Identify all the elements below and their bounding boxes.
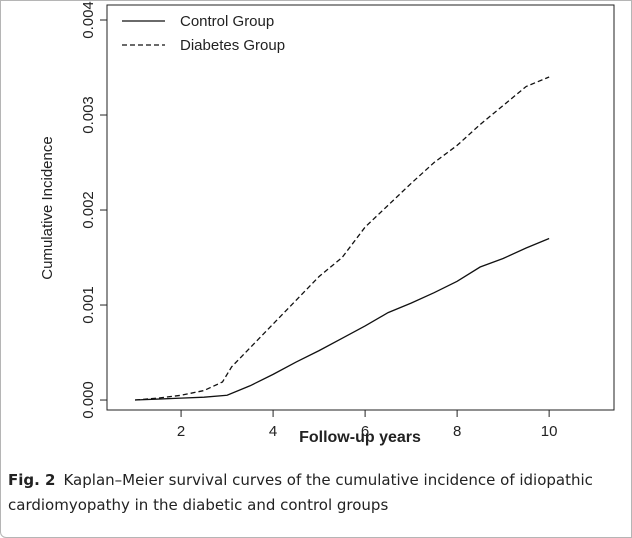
- x-tick-label: 8: [453, 423, 461, 440]
- legend-label: Diabetes Group: [180, 37, 285, 54]
- y-tick-label: 0.003: [80, 96, 97, 134]
- x-tick-label: 6: [361, 423, 369, 440]
- y-tick-label: 0.004: [80, 1, 97, 39]
- caption-text: Kaplan–Meier survival curves of the cumu…: [8, 471, 593, 514]
- chart: Follow-up years Cumulative Incidence 2 4 6…: [39, 1, 615, 446]
- y-tick-label: 0.000: [80, 381, 97, 419]
- caption: Fig. 2 Kaplan–Meier survival curves of th…: [8, 468, 623, 518]
- legend-label: Control Group: [180, 13, 274, 30]
- series-line: [135, 76, 550, 401]
- x-tick-label: 10: [541, 423, 558, 440]
- x-tick-label: 2: [177, 423, 185, 440]
- y-axis-title: Cumulative Incidence: [39, 136, 56, 279]
- y-tick-label: 0.001: [80, 286, 97, 324]
- x-axis-title: Follow-up years: [299, 429, 421, 446]
- x-tick-label: 4: [269, 423, 277, 440]
- y-tick-label: 0.002: [80, 191, 97, 229]
- plot-box: [106, 4, 615, 411]
- caption-label: Fig. 2: [8, 471, 56, 489]
- series-line: [135, 237, 550, 401]
